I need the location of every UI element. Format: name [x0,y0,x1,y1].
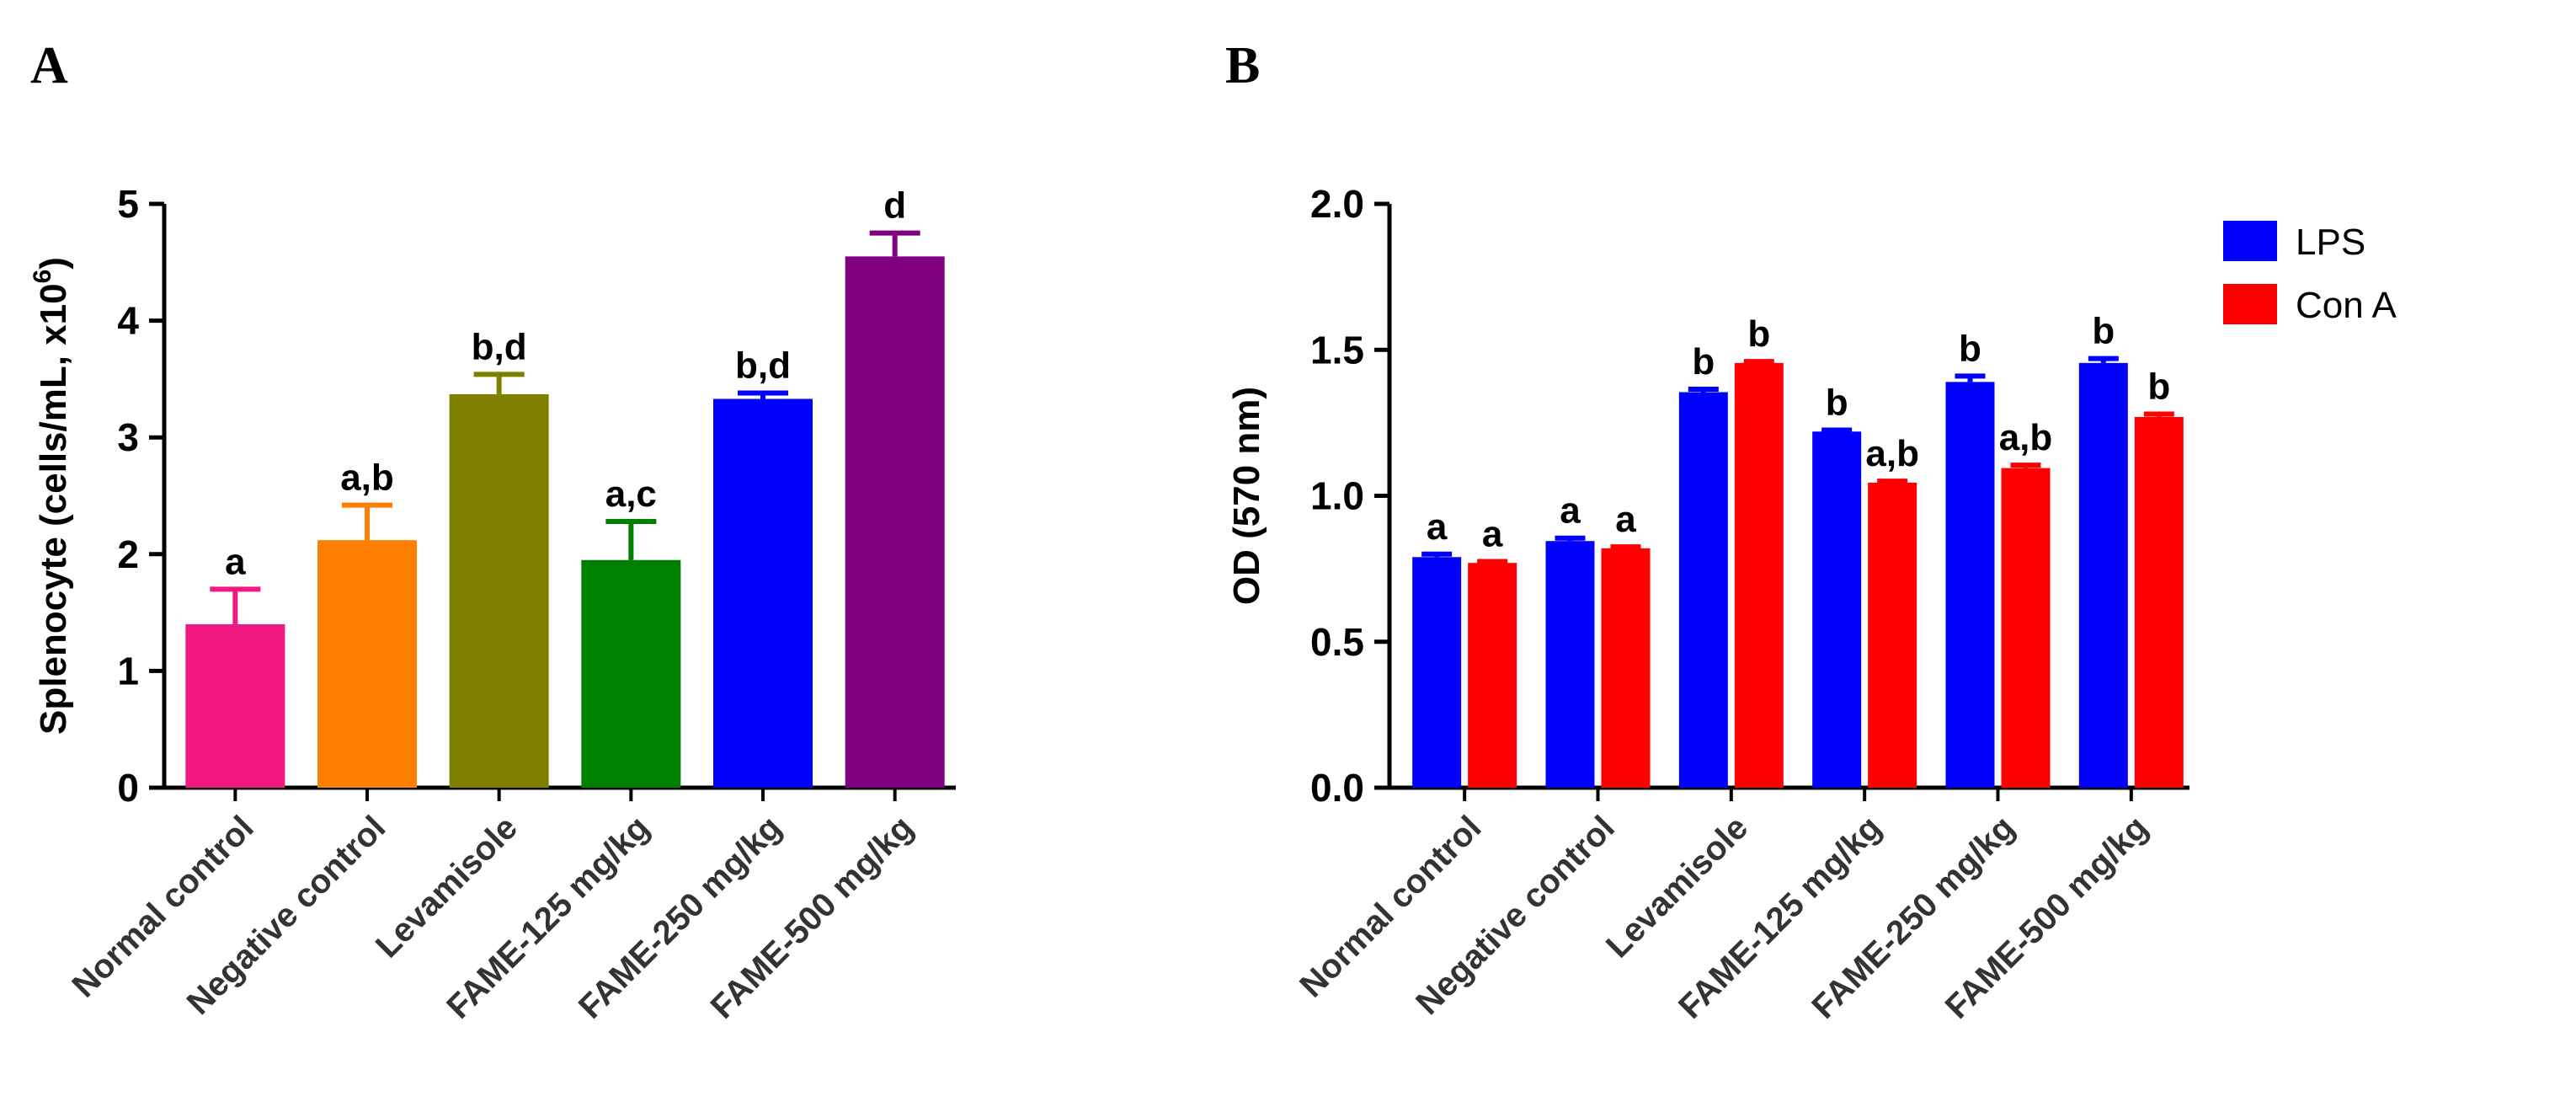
bar-con-a [2134,416,2184,788]
significance-label-b: b [1747,313,1770,355]
y-tick-label-a: 4 [117,299,139,343]
significance-label-b: a [1615,499,1636,540]
bar-lps [2078,362,2128,788]
significance-label-a: b,d [735,345,791,387]
y-axis-label-a-close: ) [33,257,74,270]
y-tick-label-a: 1 [117,649,139,693]
significance-label-a: b,d [472,326,527,367]
bar-con-a [2001,468,2051,788]
legend-swatch-lps [2223,221,2277,261]
bar-a [449,393,549,788]
significance-label-b: b [1959,328,1981,369]
significance-label-b: b [2147,366,2170,407]
significance-label-b: a,b [1999,417,2053,458]
bar-a [845,256,945,788]
significance-label-a: a [225,541,246,582]
bar-lps [1412,557,1462,788]
y-tick-label-b: 1.0 [1310,474,1364,518]
y-tick-label-b: 0.0 [1310,766,1364,810]
bar-lps [1678,392,1728,788]
bar-lps [1945,382,1995,788]
legend-label-lps: LPS [2296,222,2365,263]
bar-con-a [1468,563,1517,788]
legend-swatch-con-a [2223,284,2277,324]
bar-a [581,559,681,788]
y-tick-label-a: 5 [117,182,139,226]
y-tick-label-b: 2.0 [1310,182,1364,226]
significance-label-b: b [2092,311,2115,352]
significance-label-b: a,b [1865,433,1919,474]
significance-label-b: b [1692,341,1715,382]
bar-con-a [1868,482,1917,788]
bar-a [713,398,813,788]
y-tick-label-b: 1.5 [1310,328,1364,372]
significance-label-b: b [1826,382,1848,424]
y-axis-label-a: Splenocyte (cells/mL, x106) [29,257,74,735]
panel-letter-b: B [1225,37,1260,94]
bar-con-a [1734,362,1784,788]
significance-label-a: a,c [605,473,657,515]
significance-label-b: a [1482,513,1503,554]
significance-label-b: a [1427,506,1448,548]
y-axis-label-b: OD (570 nm) [1226,387,1267,605]
bar-con-a [1601,548,1651,788]
y-axis-label-a-text: Splenocyte (cells/mL, x10 [33,283,74,735]
y-tick-label-b: 0.5 [1310,620,1364,664]
bar-lps [1545,541,1595,788]
y-tick-label-a: 2 [117,532,139,576]
significance-label-a: a,b [340,457,394,499]
bar-a [317,540,417,788]
y-tick-label-a: 0 [117,766,139,810]
bar-lps [1812,431,1862,788]
bar-a [185,623,285,788]
significance-label-a: d [883,185,906,227]
y-axis-label-a-superscript: 6 [29,270,56,284]
significance-label-b: a [1560,490,1581,532]
legend-label-con-a: Con A [2296,285,2397,326]
panel-letter-a: A [30,37,68,94]
y-tick-label-a: 3 [117,415,139,459]
